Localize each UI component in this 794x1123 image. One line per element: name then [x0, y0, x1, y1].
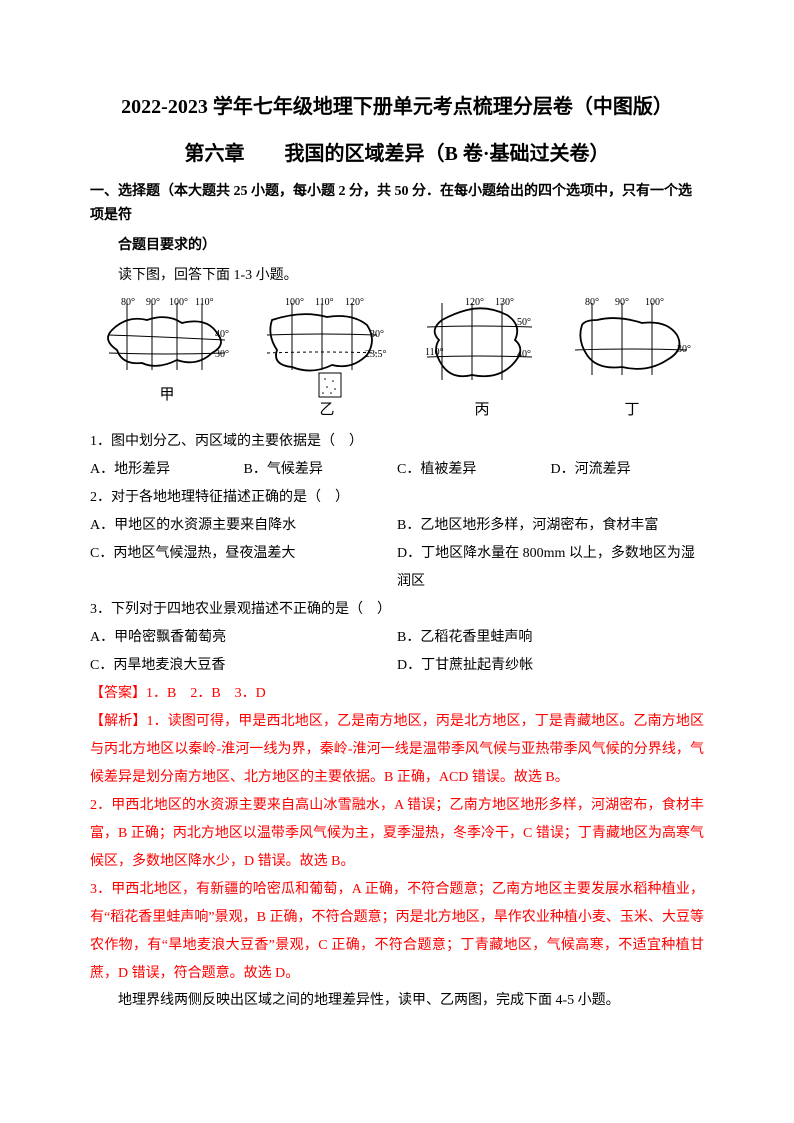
q3-option-a: A．甲哈密飘香葡萄亮: [90, 624, 397, 652]
map-ding-label: 丁: [567, 402, 697, 419]
map-ding-svg: 80° 90° 100° 30°: [567, 295, 697, 400]
map-row: 80° 90° 100° 110° 40° 30° 甲: [90, 295, 704, 419]
analysis-2: 2．甲西北地区的水资源主要来自高山冰雪融水，A 错误；乙南方地区地形多样，河湖密…: [90, 792, 704, 876]
q2-stem: 2．对于各地地理特征描述正确的是（ ）: [90, 484, 704, 512]
tick: 110°: [315, 297, 334, 308]
tick: 120°: [345, 297, 364, 308]
tick: 40°: [215, 329, 229, 340]
q1-option-c: C．植被差异: [397, 456, 551, 484]
map-bing-svg: 120° 130° 50° 110° 40°: [417, 295, 547, 400]
analysis-3: 3．甲西北地区，有新疆的哈密瓜和葡萄，A 正确，不符合题意；乙南方地区主要发展水…: [90, 876, 704, 988]
q1-option-a: A．地形差异: [90, 456, 244, 484]
section-heading-line2: 合题目要求的）: [90, 234, 704, 258]
map-yi-label: 乙: [257, 402, 397, 419]
analysis-1: 【解析】1．读图可得，甲是西北地区，乙是南方地区，丙是北方地区，丁是青藏地区。乙…: [90, 708, 704, 792]
tick: 80°: [585, 297, 599, 308]
tick: 80°: [121, 297, 135, 308]
map-yi-svg: 100° 110° 120° 30° 23.5°: [257, 295, 397, 400]
q3-stem: 3．下列对于四地农业景观描述不正确的是（ ）: [90, 596, 704, 624]
tick: 100°: [285, 297, 304, 308]
q1-option-d: D．河流差异: [551, 456, 705, 484]
instruction-1-3: 读下图，回答下面 1-3 小题。: [90, 263, 704, 288]
tick: 90°: [615, 297, 629, 308]
page-title: 2022-2023 学年七年级地理下册单元考点梳理分层卷（中图版）: [90, 90, 704, 119]
q1-options: A．地形差异 B．气候差异 C．植被差异 D．河流差异: [90, 456, 704, 484]
map-jia-label: 甲: [97, 387, 237, 404]
q3-options-row2: C．丙旱地麦浪大豆香 D．丁甘蔗扯起青纱帐: [90, 652, 704, 680]
q1-stem: 1．图中划分乙、丙区域的主要依据是（ ）: [90, 428, 704, 456]
q2-options-row2: C．丙地区气候湿热，昼夜温差大 D．丁地区降水量在 800mm 以上，多数地区为…: [90, 540, 704, 596]
tick: 100°: [169, 297, 188, 308]
q3-option-c: C．丙旱地麦浪大豆香: [90, 652, 397, 680]
tick: 100°: [645, 297, 664, 308]
section-heading-line1: 一、选择题（本大题共 25 小题，每小题 2 分，共 50 分．在每小题给出的四…: [90, 180, 704, 228]
q2-option-d: D．丁地区降水量在 800mm 以上，多数地区为湿润区: [397, 540, 704, 596]
tick: 30°: [215, 349, 229, 360]
q2-option-a: A．甲地区的水资源主要来自降水: [90, 512, 397, 540]
tick: 50°: [517, 317, 531, 328]
q2-option-c: C．丙地区气候湿热，昼夜温差大: [90, 540, 397, 596]
q2-option-b: B．乙地区地形多样，河湖密布，食材丰富: [397, 512, 704, 540]
tick: 110°: [425, 347, 444, 358]
q2-options-row1: A．甲地区的水资源主要来自降水 B．乙地区地形多样，河湖密布，食材丰富: [90, 512, 704, 540]
map-yi: 100° 110° 120° 30° 23.5° 乙: [257, 295, 397, 419]
map-bing-label: 丙: [417, 402, 547, 419]
tick: 30°: [677, 344, 691, 355]
tick: 40°: [517, 349, 531, 360]
q3-option-d: D．丁甘蔗扯起青纱帐: [397, 652, 704, 680]
tick: 110°: [195, 297, 214, 308]
tick: 23.5°: [365, 349, 387, 360]
chapter-title: 第六章 我国的区域差异（B 卷·基础过关卷）: [90, 137, 704, 166]
tick: 130°: [495, 297, 514, 308]
q3-options-row1: A．甲哈密飘香葡萄亮 B．乙稻花香里蛙声响: [90, 624, 704, 652]
map-jia-svg: 80° 90° 100° 110° 40° 30°: [97, 295, 237, 385]
tick: 30°: [370, 329, 384, 340]
map-ding: 80° 90° 100° 30° 丁: [567, 295, 697, 419]
map-jia: 80° 90° 100° 110° 40° 30° 甲: [97, 295, 237, 419]
instruction-4-5: 地理界线两侧反映出区域之间的地理差异性，读甲、乙两图，完成下面 4-5 小题。: [90, 988, 704, 1013]
q1-option-b: B．气候差异: [244, 456, 398, 484]
tick: 90°: [146, 297, 160, 308]
q3-option-b: B．乙稻花香里蛙声响: [397, 624, 704, 652]
answer-block: 【答案】1．B 2．B 3．D: [90, 680, 704, 708]
tick: 120°: [465, 297, 484, 308]
map-bing: 120° 130° 50° 110° 40° 丙: [417, 295, 547, 419]
